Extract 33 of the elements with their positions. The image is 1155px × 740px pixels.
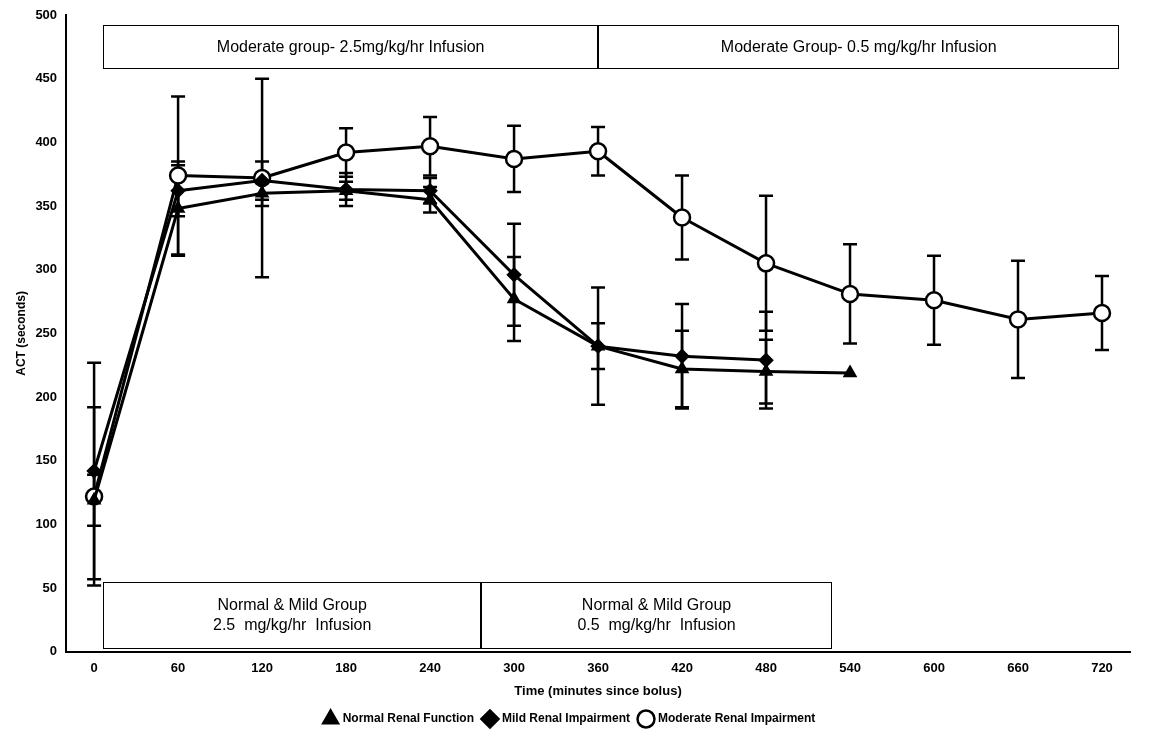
y-tick-label: 350 (35, 197, 58, 213)
x-tick-label: 600 (923, 660, 945, 676)
annotation: Moderate group- 2.5mg/kg/hr Infusion (103, 24, 599, 70)
x-tick-label: 540 (839, 660, 861, 676)
legend-label: Normal Renal Function (342, 711, 474, 726)
y-tick-label: 100 (35, 516, 58, 532)
y-tick-label: 150 (35, 452, 58, 468)
x-tick-label: 480 (755, 660, 777, 676)
y-tick-label: 250 (35, 324, 58, 340)
x-tick-label: 240 (419, 660, 441, 676)
x-tick-label: 180 (335, 660, 357, 676)
x-tick-label: 300 (503, 660, 525, 676)
x-tick-label: 120 (251, 660, 273, 676)
y-tick-label: 0 (49, 643, 58, 659)
annotation: Normal & Mild Group 0.5 mg/kg/hr Infusion (481, 581, 833, 649)
x-tick-label: 420 (671, 660, 693, 676)
y-tick-label: 450 (35, 70, 58, 86)
y-tick-label: 200 (35, 388, 58, 404)
x-tick-label: 660 (1007, 660, 1029, 676)
legend-label: Moderate Renal Impairment (658, 711, 816, 726)
x-tick-label: 360 (587, 660, 609, 676)
y-tick-label: 400 (35, 133, 58, 149)
y-tick-label: 50 (42, 579, 58, 595)
x-axis-title: Time (minutes since bolus) (514, 682, 682, 698)
y-axis-title: ACT (seconds) (13, 291, 28, 376)
x-tick-label: 60 (170, 660, 186, 676)
x-tick-label: 720 (1091, 660, 1113, 676)
annotation: Moderate Group- 0.5 mg/kg/hr Infusion (598, 24, 1120, 70)
annotation: Normal & Mild Group 2.5 mg/kg/hr Infusion (103, 581, 481, 649)
y-tick-label: 300 (35, 261, 58, 277)
x-tick-label: 0 (90, 660, 98, 676)
y-tick-label: 500 (35, 6, 58, 22)
legend-label: Mild Renal Impairment (501, 711, 631, 726)
